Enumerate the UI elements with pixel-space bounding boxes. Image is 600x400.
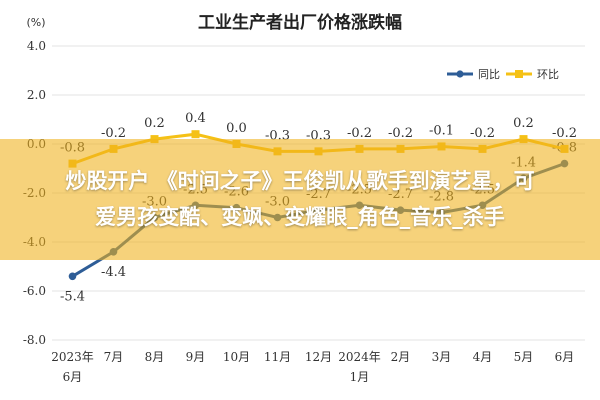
x-tick-label: 11月 — [264, 350, 291, 364]
x-tick-label: 4月 — [473, 350, 493, 364]
x-tick-label: 9月 — [186, 350, 206, 364]
y-tick-label: -6.0 — [23, 284, 46, 298]
legend-label: 同比 — [478, 68, 500, 81]
data-label-mom: -0.1 — [429, 123, 454, 138]
banner-overlay — [0, 139, 600, 260]
x-tick-label: 12月 — [305, 350, 332, 364]
banner-headline-line-2[interactable]: 爱男孩变酷、变飒、变耀眼_角色_音乐_杀手 — [95, 205, 505, 229]
x-tick-label: 5月 — [514, 350, 534, 364]
x-tick-label: 1月 — [350, 370, 370, 384]
data-point-mom — [191, 130, 200, 139]
chart-title: 工业生产者出厂价格涨跌幅 — [198, 12, 402, 33]
y-tick-label: 2.0 — [27, 88, 46, 102]
data-label-mom: -0.2 — [347, 126, 372, 141]
y-tick-label: -8.0 — [23, 333, 46, 347]
x-tick-label: 8月 — [145, 350, 165, 364]
x-tick-label: 2023年 — [51, 350, 94, 364]
data-label-mom: -0.2 — [470, 126, 495, 141]
y-axis-label: (%) — [26, 16, 45, 29]
x-tick-label: 2月 — [391, 350, 411, 364]
x-tick-label: 6月 — [555, 350, 575, 364]
x-tick-label: 6月 — [63, 370, 83, 384]
x-tick-label: 10月 — [223, 350, 250, 364]
data-label-mom: -0.2 — [388, 126, 413, 141]
x-tick-label: 3月 — [432, 350, 452, 364]
data-label-yoy: -5.4 — [60, 289, 85, 304]
data-label-mom: 0.4 — [185, 111, 206, 126]
legend-marker — [456, 70, 464, 78]
x-tick-label: 2024年 — [338, 350, 381, 364]
x-tick-label: 7月 — [104, 350, 124, 364]
y-tick-label: 4.0 — [27, 39, 46, 53]
data-point-yoy — [68, 272, 77, 281]
data-label-yoy: -4.4 — [101, 265, 126, 280]
data-label-mom: -0.2 — [552, 126, 577, 141]
data-label-mom: -0.2 — [101, 126, 126, 141]
banner-headline-line-1[interactable]: 炒股开户 《时间之子》王俊凯从歌手到演艺星，可 — [65, 169, 535, 193]
data-label-mom: 0.2 — [144, 116, 165, 131]
legend-marker — [515, 70, 523, 78]
data-label-mom: 0.0 — [226, 121, 247, 136]
data-label-mom: 0.2 — [513, 116, 534, 131]
legend-label: 环比 — [537, 68, 559, 81]
